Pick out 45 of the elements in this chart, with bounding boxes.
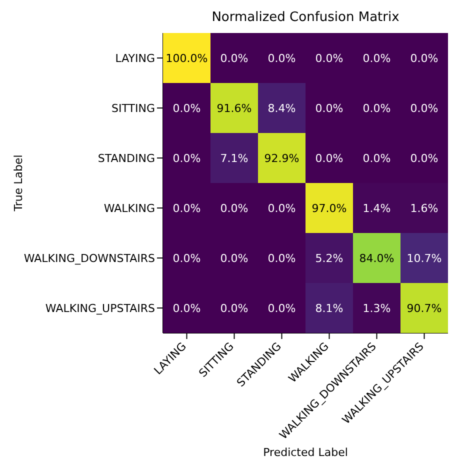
data-label: 97.0% xyxy=(312,202,347,215)
data-label: 8.1% xyxy=(315,302,344,315)
data-label: 0.0% xyxy=(220,52,248,65)
y-tick-label: STANDING xyxy=(98,152,155,165)
data-label: 0.0% xyxy=(268,52,296,65)
data-label: 0.0% xyxy=(220,302,248,315)
data-label: 10.7% xyxy=(406,252,442,265)
y-axis-title: True Label xyxy=(12,154,25,212)
data-label: 1.3% xyxy=(362,302,391,315)
data-label: 0.0% xyxy=(315,102,344,115)
data-label: 0.0% xyxy=(362,52,391,65)
data-label: 84.0% xyxy=(359,252,394,265)
data-label: 91.6% xyxy=(216,102,252,115)
data-label: 5.2% xyxy=(315,252,344,265)
data-label: 0.0% xyxy=(362,102,391,115)
data-label: 100.0% xyxy=(166,52,208,65)
data-label: 0.0% xyxy=(410,52,438,65)
y-tick-label: SITTING xyxy=(112,102,155,115)
data-label: 90.7% xyxy=(406,302,442,315)
chart-title: Normalized Confusion Matrix xyxy=(210,10,400,25)
data-label: 92.9% xyxy=(264,152,300,165)
data-label: 0.0% xyxy=(410,102,438,115)
y-tick-label: WALKING_DOWNSTAIRS xyxy=(24,252,156,265)
data-label: 0.0% xyxy=(268,252,296,265)
y-tick-label: WALKING_UPSTAIRS xyxy=(45,302,156,315)
data-label: 0.0% xyxy=(315,52,344,65)
data-label: 0.0% xyxy=(268,202,296,215)
x-axis-title: Predicted Label xyxy=(263,446,348,459)
data-label: 0.0% xyxy=(220,202,248,215)
data-label: 0.0% xyxy=(172,302,201,315)
data-label: 0.0% xyxy=(268,302,296,315)
data-label: 0.0% xyxy=(410,152,438,165)
data-label: 7.1% xyxy=(220,152,248,165)
data-label: 0.0% xyxy=(315,152,344,165)
data-label: 0.0% xyxy=(172,152,201,165)
data-label: 1.6% xyxy=(410,202,438,215)
y-tick-label: WALKING xyxy=(104,202,155,215)
data-label: 0.0% xyxy=(172,252,201,265)
data-label: 0.0% xyxy=(220,252,248,265)
y-tick-label: LAYING xyxy=(115,52,155,65)
data-label: 0.0% xyxy=(172,102,201,115)
data-label: 0.0% xyxy=(172,202,201,215)
data-label: 1.4% xyxy=(362,202,391,215)
data-label: 8.4% xyxy=(268,102,296,115)
data-label: 0.0% xyxy=(362,152,391,165)
